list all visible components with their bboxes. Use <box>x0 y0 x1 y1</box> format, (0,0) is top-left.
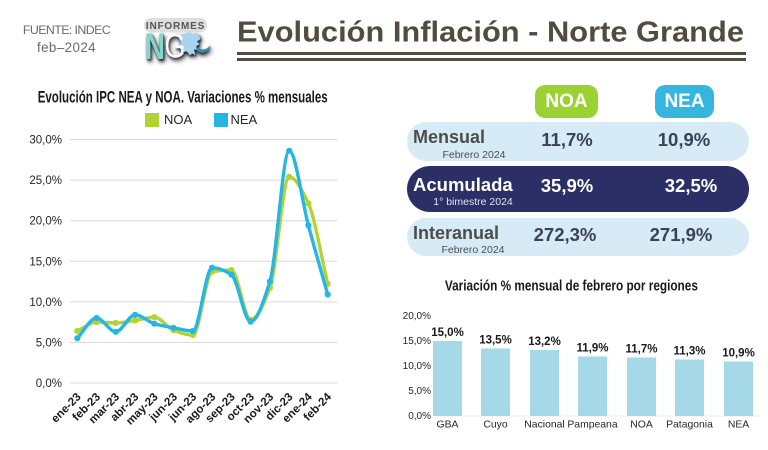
svg-text:0,0%: 0,0% <box>408 411 431 422</box>
svg-text:11,9%: 11,9% <box>577 343 609 355</box>
svg-text:Pampeana: Pampeana <box>567 420 617 431</box>
svg-text:25,0%: 25,0% <box>29 175 62 187</box>
svg-text:Nacional: Nacional <box>524 420 564 431</box>
svg-text:13,2%: 13,2% <box>528 336 561 348</box>
svg-text:20,0%: 20,0% <box>29 216 62 228</box>
svg-text:Evolución IPC NEA y NOA. Varia: Evolución IPC NEA y NOA. Variaciones % m… <box>38 88 328 107</box>
svg-text:INFORMES: INFORMES <box>146 21 205 32</box>
svg-text:10,9%: 10,9% <box>722 348 755 360</box>
svg-text:Cuyo: Cuyo <box>483 420 507 431</box>
svg-text:N: N <box>147 29 167 68</box>
svg-text:GBA: GBA <box>437 420 459 431</box>
svg-text:15,0%: 15,0% <box>403 336 431 347</box>
svg-text:15,0%: 15,0% <box>431 327 464 339</box>
svg-text:N: N <box>146 27 166 68</box>
svg-text:Evolución Inflación - Norte Gr: Evolución Inflación - Norte Grande <box>237 17 744 49</box>
svg-text:NOA: NOA <box>630 420 653 431</box>
svg-text:10,0%: 10,0% <box>29 297 62 309</box>
svg-text:5,0%: 5,0% <box>36 338 62 350</box>
svg-text:NEA: NEA <box>728 420 749 431</box>
svg-text:15,0%: 15,0% <box>29 256 62 268</box>
svg-text:11,3%: 11,3% <box>674 346 706 358</box>
svg-text:30,0%: 30,0% <box>29 135 62 147</box>
svg-text:20,0%: 20,0% <box>403 311 431 322</box>
svg-text:13,5%: 13,5% <box>479 335 512 347</box>
svg-text:Patagonia: Patagonia <box>666 420 713 431</box>
svg-text:N: N <box>145 26 165 67</box>
svg-text:G: G <box>165 28 186 66</box>
svg-text:11,7%: 11,7% <box>626 344 658 356</box>
svg-text:10,0%: 10,0% <box>403 361 431 372</box>
svg-text:5,0%: 5,0% <box>408 386 431 397</box>
svg-text:Variación % mensual de febrero: Variación % mensual de febrero por regio… <box>445 278 698 295</box>
svg-text:0,0%: 0,0% <box>36 378 62 390</box>
